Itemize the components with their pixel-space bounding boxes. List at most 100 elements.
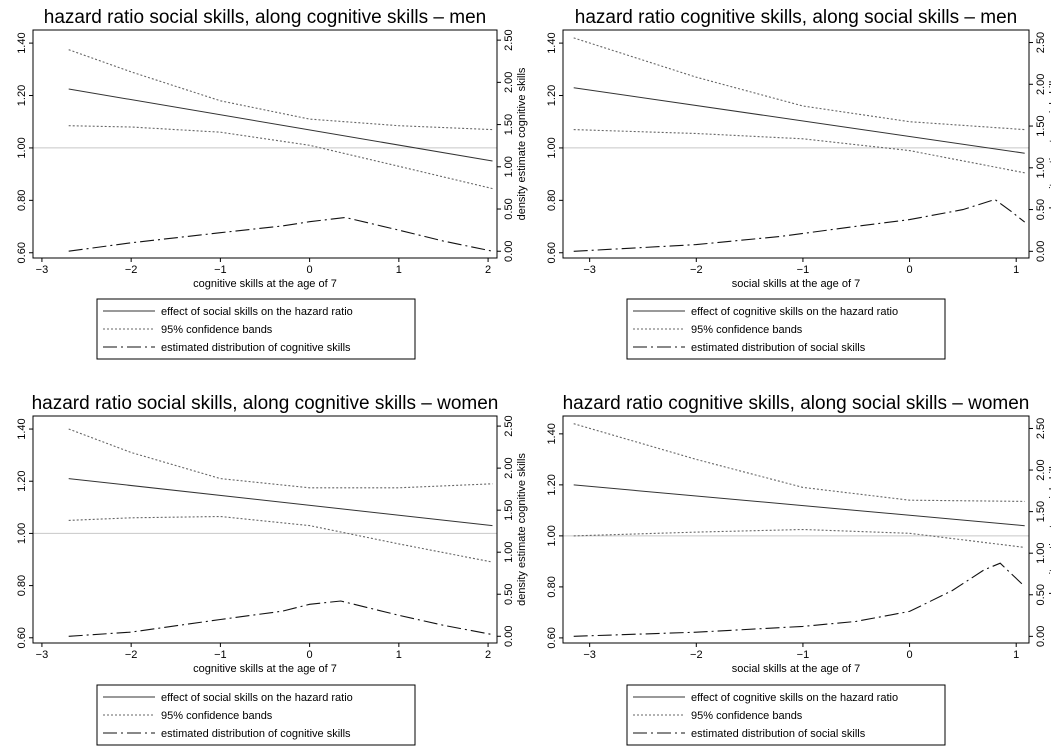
series-line-dotted-2 [573, 37, 1025, 131]
x-axis-label: social skills at the age of 7 [732, 278, 860, 290]
x-tick-label: 1 [396, 264, 402, 276]
y2-tick-label: 2.00 [1035, 459, 1047, 480]
y-tick-label: 1.20 [546, 474, 558, 495]
y-tick-label: 0.60 [546, 627, 558, 648]
x-tick-label: −1 [797, 264, 810, 276]
chart-title: hazard ratio social skills, along cognit… [44, 7, 486, 28]
x-axis-label: cognitive skills at the age of 7 [193, 663, 337, 675]
x-tick-label: −2 [690, 264, 703, 276]
chart-panel-1: hazard ratio social skills, along cognit… [16, 7, 528, 360]
y-tick-label: 1.40 [16, 32, 28, 53]
legend-box [626, 298, 946, 360]
legend: effect of cognitive skills on the hazard… [626, 684, 946, 746]
y-tick-label: 0.80 [16, 190, 28, 211]
y2-tick-label: 2.00 [503, 457, 515, 478]
y2-tick-label: 0.00 [1035, 241, 1047, 262]
x-tick-label: 0 [907, 264, 913, 276]
series-line-dashdot-4 [573, 198, 1026, 252]
x-tick-label: −2 [125, 649, 138, 661]
y2-tick-label: 0.50 [503, 198, 515, 219]
y2-tick-label: 1.00 [503, 156, 515, 177]
y2-tick-label: 0.00 [503, 241, 515, 262]
y2-tick-label: 0.50 [1035, 199, 1047, 220]
x-tick-label: −1 [797, 649, 810, 661]
chart-title: hazard ratio social skills, along cognit… [32, 393, 499, 414]
y-tick-label: 1.40 [16, 418, 28, 439]
legend-box [96, 298, 416, 360]
y2-tick-label: 1.50 [503, 499, 515, 520]
y2-tick-label: 1.00 [1035, 157, 1047, 178]
x-tick-label: −3 [36, 264, 49, 276]
y2-tick-label: 2.00 [1035, 74, 1047, 95]
legend-label: effect of social skills on the hazard ra… [161, 306, 353, 318]
y-tick-label: 1.20 [16, 471, 28, 492]
chart-panel-2: hazard ratio cognitive skills, along soc… [546, 7, 1051, 360]
y-tick-label: 0.80 [16, 575, 28, 596]
y2-tick-label: 2.50 [1035, 418, 1047, 439]
legend-label: effect of social skills on the hazard ra… [161, 692, 353, 704]
x-tick-label: −2 [690, 649, 703, 661]
y2-tick-label: 1.00 [503, 541, 515, 562]
legend: effect of cognitive skills on the hazard… [626, 298, 946, 360]
x-tick-label: −1 [214, 649, 227, 661]
x-axis-label: cognitive skills at the age of 7 [193, 278, 337, 290]
x-tick-label: 0 [907, 649, 913, 661]
y-tick-label: 1.40 [546, 423, 558, 444]
y-tick-label: 1.40 [546, 32, 558, 53]
legend-box [626, 684, 946, 746]
legend: effect of social skills on the hazard ra… [96, 298, 416, 360]
plot-frame [32, 29, 498, 259]
plot-frame [32, 415, 498, 644]
y-tick-label: 0.60 [16, 242, 28, 263]
x-tick-label: −2 [125, 264, 138, 276]
y2-tick-label: 1.50 [1035, 501, 1047, 522]
y2-tick-label: 0.00 [1035, 626, 1047, 647]
chart-panel-4: hazard ratio cognitive skills, along soc… [546, 393, 1051, 746]
legend-label: 95% confidence bands [161, 710, 273, 722]
legend-label: 95% confidence bands [691, 324, 803, 336]
y-tick-label: 0.80 [546, 576, 558, 597]
x-tick-label: 1 [396, 649, 402, 661]
series-line-solid-1 [68, 478, 493, 527]
x-tick-label: 1 [1013, 264, 1019, 276]
y2-tick-label: 0.50 [503, 584, 515, 605]
y-tick-label: 0.60 [546, 242, 558, 263]
y2-tick-label: 2.00 [503, 72, 515, 93]
legend: effect of social skills on the hazard ra… [96, 684, 416, 746]
y2-axis-label: density estimate cognitive skills [516, 453, 528, 606]
series-line-solid-1 [68, 88, 493, 162]
x-tick-label: −3 [36, 649, 49, 661]
y-tick-label: 1.00 [546, 525, 558, 546]
x-tick-label: −1 [214, 264, 227, 276]
legend-label: estimated distribution of social skills [691, 342, 866, 354]
y-tick-label: 1.00 [16, 523, 28, 544]
legend-label: estimated distribution of cognitive skil… [161, 728, 351, 740]
legend-label: estimated distribution of cognitive skil… [161, 342, 351, 354]
y-tick-label: 0.80 [546, 190, 558, 211]
series-line-solid-1 [573, 484, 1025, 527]
x-tick-label: 0 [307, 264, 313, 276]
series-line-dotted-2 [573, 423, 1025, 502]
y2-tick-label: 1.50 [503, 114, 515, 135]
series-line-dotted-3 [573, 129, 1025, 174]
legend-label: 95% confidence bands [691, 710, 803, 722]
plot-frame [562, 415, 1030, 644]
x-tick-label: 1 [1013, 649, 1019, 661]
x-tick-label: 2 [485, 264, 491, 276]
x-tick-label: 0 [307, 649, 313, 661]
legend-box [96, 684, 416, 746]
legend-label: 95% confidence bands [161, 324, 273, 336]
series-line-dotted-2 [68, 428, 493, 489]
series-line-dotted-3 [68, 125, 493, 190]
legend-label: effect of cognitive skills on the hazard… [691, 692, 898, 704]
y2-axis-label: density estimate social skills [1048, 75, 1051, 213]
y2-tick-label: 2.50 [503, 415, 515, 436]
y2-tick-label: 0.50 [1035, 584, 1047, 605]
y2-tick-label: 2.50 [503, 29, 515, 50]
x-tick-label: 2 [485, 649, 491, 661]
series-line-dotted-2 [68, 49, 493, 131]
y-tick-label: 0.60 [16, 627, 28, 648]
y2-tick-label: 1.00 [1035, 542, 1047, 563]
y2-axis-label: density estimate social skills [1048, 460, 1051, 598]
